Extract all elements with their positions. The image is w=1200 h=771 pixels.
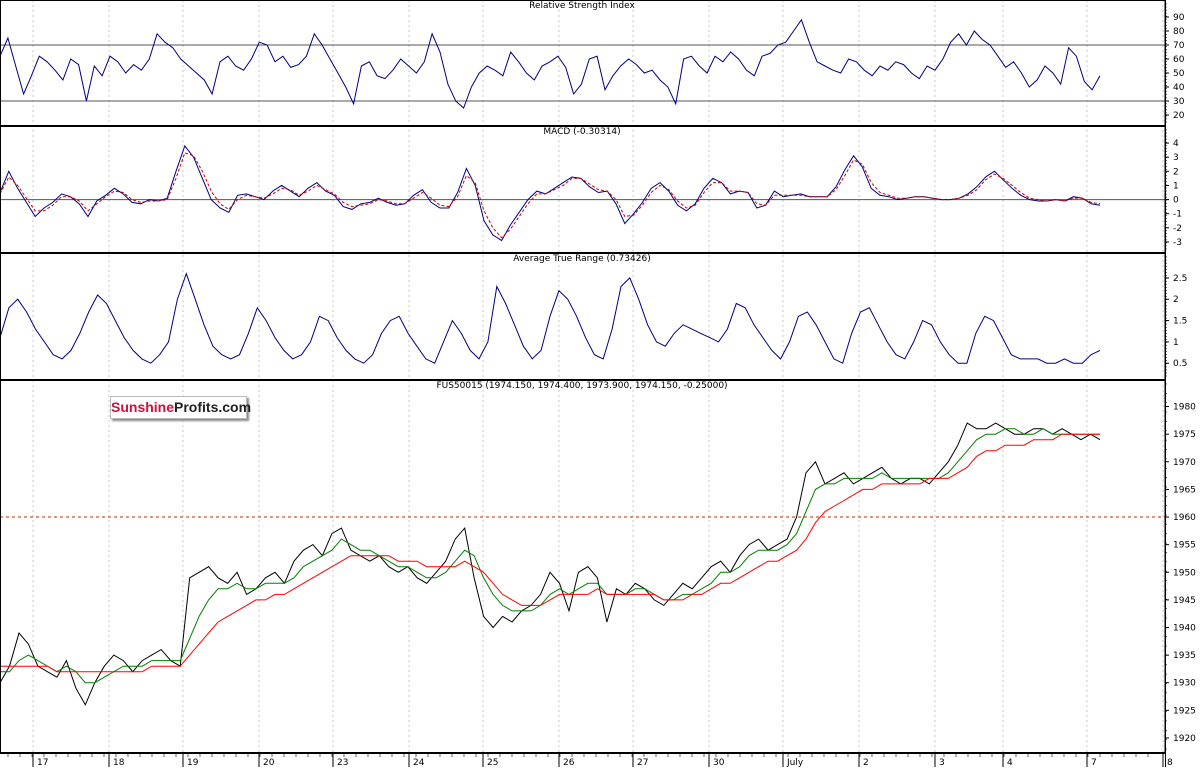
y-tick-label: 2.5	[1173, 274, 1187, 284]
x-tick-label: July	[786, 758, 804, 767]
y-tick-label: 30	[1173, 97, 1185, 107]
x-tick-label: 30	[713, 758, 725, 767]
y-tick-label: 90	[1173, 13, 1185, 23]
x-tick-label: 18	[113, 758, 125, 767]
y-tick-label: 1945	[1173, 596, 1196, 606]
atr-pane: Average True Range (0.73426) 0.5 1 1.5 2 2.5	[0, 253, 1187, 380]
x-tick-label: 26	[563, 758, 575, 767]
rsi-title: Relative Strength Index	[529, 1, 635, 11]
x-tick-label: 19	[187, 758, 199, 767]
macd-frame	[0, 126, 1166, 253]
y-tick-label: 1	[1173, 181, 1179, 191]
y-tick-label: 1955	[1173, 541, 1196, 551]
macd-title: MACD (-0.30314)	[543, 127, 620, 137]
y-tick-label: 4	[1173, 139, 1179, 149]
x-tick-label: 3	[939, 758, 945, 767]
x-tick-label: 17	[37, 758, 48, 767]
macd-pane: MACD (-0.30314) -3 -2 -1 0 1 2 3 4	[0, 126, 1182, 253]
y-tick-label: 1980	[1173, 403, 1196, 413]
price-pane: FUS50015 (1974.150, 1974.400, 1973.900, …	[0, 380, 1196, 753]
y-tick-label: 1975	[1173, 430, 1196, 440]
price-series-line	[0, 433, 1100, 673]
y-tick-label: 1935	[1173, 651, 1196, 661]
y-tick-label: 3	[1173, 153, 1179, 163]
x-tick-label: 8	[1167, 758, 1173, 767]
rsi-frame	[0, 0, 1166, 126]
y-tick-label: 20	[1173, 111, 1185, 121]
rsi-series-line	[0, 18, 1101, 109]
logo-text-profits: Profits.com	[174, 399, 252, 415]
y-tick-label: -1	[1173, 210, 1182, 220]
y-tick-label: 1965	[1173, 485, 1196, 495]
x-tick-label: 24	[413, 758, 425, 767]
x-tick-label: 23	[337, 758, 348, 767]
y-tick-label: 1925	[1173, 706, 1196, 716]
y-tick-label: 80	[1173, 27, 1185, 37]
x-tick-label: 27	[637, 758, 648, 767]
rsi-pane: Relative Strength Index 20 30 40 50 60 70 80 90	[0, 0, 1185, 126]
y-tick-label: 1970	[1173, 458, 1196, 468]
x-tick-label: 2	[863, 758, 869, 767]
x-tick-label: 4	[1007, 758, 1013, 767]
x-tick-label: 20	[263, 758, 275, 767]
macd-series-line	[0, 144, 1101, 242]
y-tick-label: 50	[1173, 69, 1185, 79]
y-tick-label: -3	[1173, 238, 1182, 248]
y-tick-label: 1.5	[1173, 317, 1187, 327]
y-tick-label: 1930	[1173, 679, 1196, 689]
atr-title: Average True Range (0.73426)	[513, 254, 650, 264]
logo-text-sunshine: Sunshine	[111, 399, 175, 415]
y-tick-label: 1950	[1173, 568, 1196, 578]
atr-series-line	[0, 272, 1101, 364]
atr-frame	[0, 253, 1166, 380]
y-tick-label: 2	[1173, 295, 1179, 305]
y-tick-label: -2	[1173, 224, 1182, 234]
y-tick-label: 70	[1173, 41, 1185, 51]
x-tick-label: 25	[487, 758, 498, 767]
y-tick-label: 1940	[1173, 623, 1196, 633]
x-tick-label: 7	[1091, 758, 1097, 767]
y-tick-label: 60	[1173, 55, 1185, 65]
price-series-line	[0, 428, 1100, 684]
y-tick-label: 1920	[1173, 734, 1196, 744]
y-tick-label: 2	[1173, 167, 1179, 177]
y-tick-label: 40	[1173, 83, 1185, 93]
y-tick-label: 0	[1173, 196, 1179, 206]
price-title: FUS50015 (1974.150, 1974.400, 1973.900, …	[436, 381, 727, 391]
y-tick-label: 0.5	[1173, 359, 1187, 369]
y-tick-label: 1960	[1173, 513, 1196, 523]
macd-series-line	[0, 152, 1101, 239]
price-frame	[0, 380, 1166, 753]
sunshine-profits-logo: SunshineProfits.com	[110, 396, 251, 419]
y-tick-label: 1	[1173, 338, 1179, 348]
